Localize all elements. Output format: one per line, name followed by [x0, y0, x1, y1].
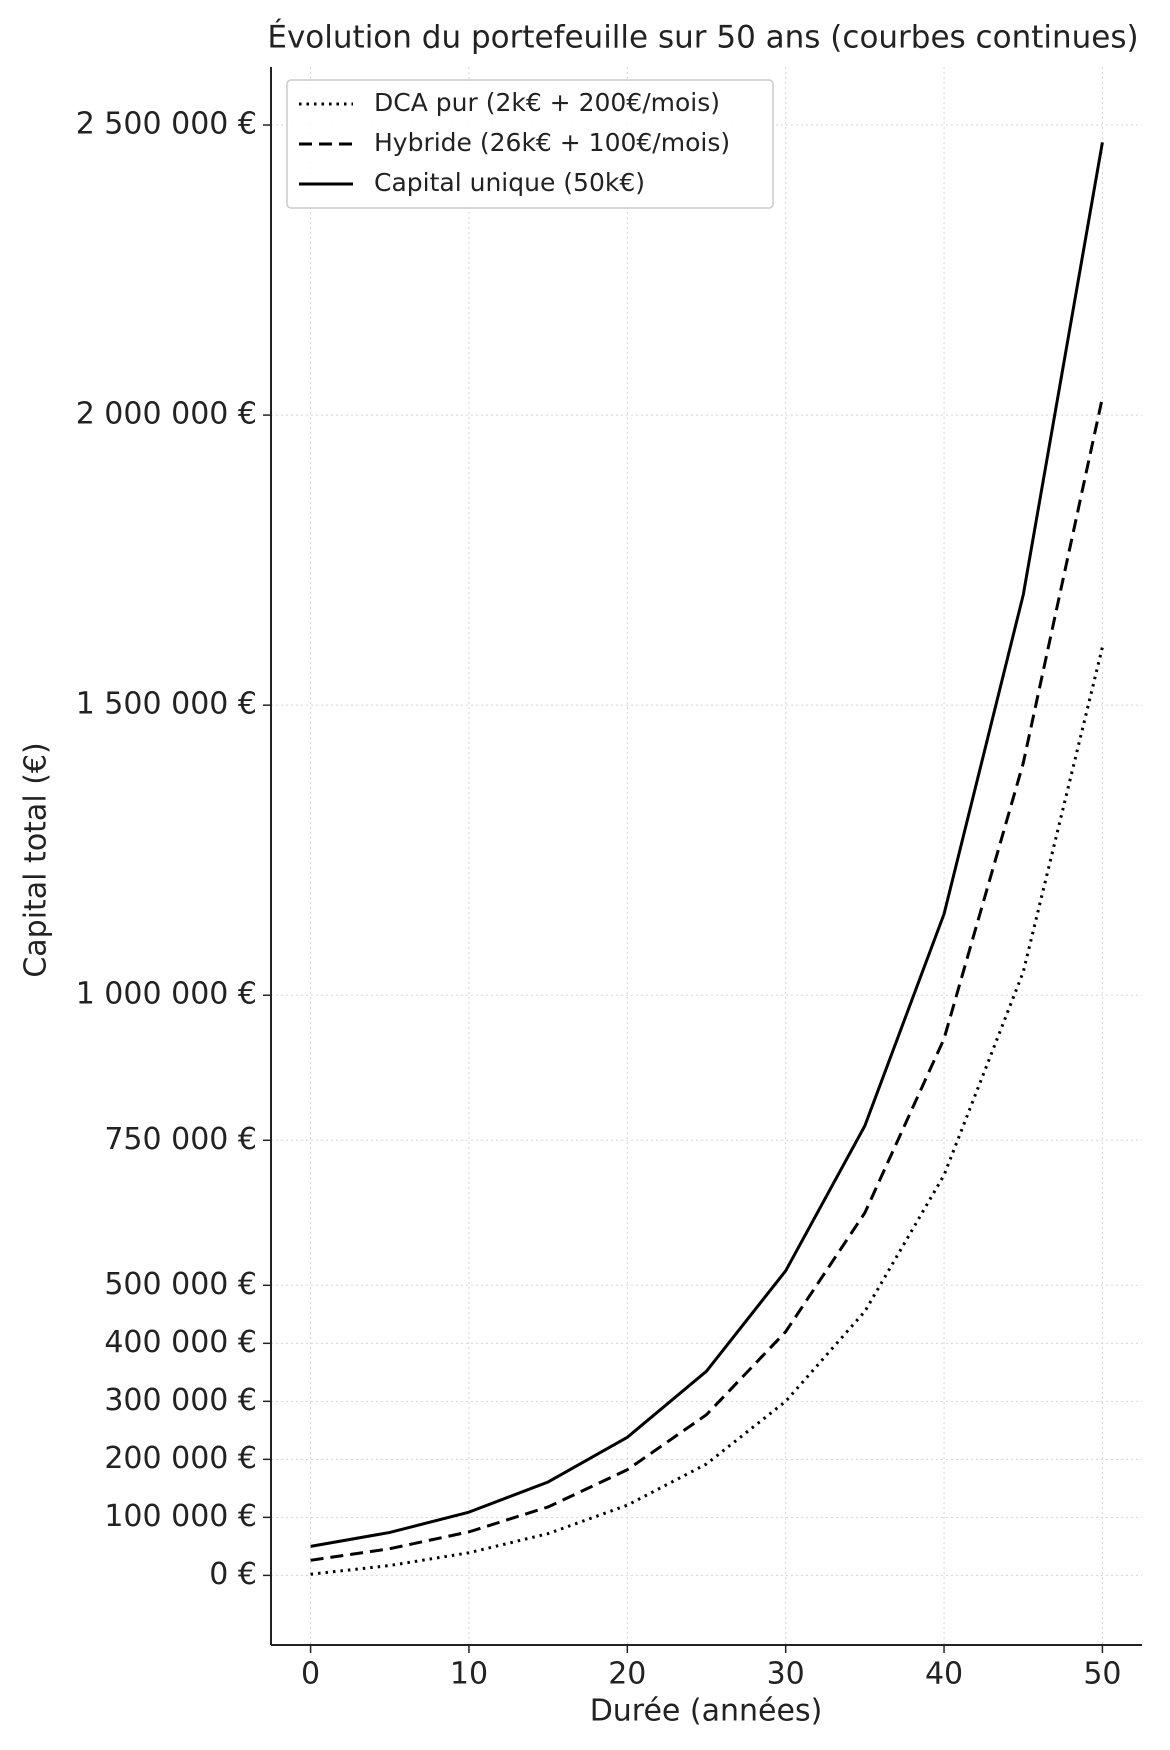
- x-tick-label: 40: [925, 1657, 963, 1692]
- x-tick-label: 30: [767, 1657, 805, 1692]
- y-tick-label: 1 500 000 €: [76, 687, 257, 722]
- y-tick-label: 0 €: [209, 1557, 257, 1592]
- y-tick-label: 500 000 €: [104, 1267, 257, 1302]
- x-tick-label: 50: [1083, 1657, 1121, 1692]
- y-tick-label: 2 500 000 €: [76, 107, 257, 142]
- legend-label: DCA pur (2k€ + 200€/mois): [374, 88, 720, 117]
- x-tick-label: 20: [608, 1657, 646, 1692]
- x-tick-label: 0: [301, 1657, 320, 1692]
- y-tick-label: 1 000 000 €: [76, 977, 257, 1012]
- legend-box: [286, 79, 774, 209]
- series-line: [310, 397, 1104, 1562]
- x-axis-label: Durée (années): [590, 1694, 823, 1729]
- legend-label: Hybride (26k€ + 100€/mois): [374, 128, 730, 157]
- y-tick-label: 2 000 000 €: [76, 397, 257, 432]
- y-tick-label: 750 000 €: [104, 1122, 257, 1157]
- chart-title: Évolution du portefeuille sur 50 ans (co…: [267, 20, 1138, 56]
- y-tick-label: 400 000 €: [104, 1325, 257, 1360]
- y-tick-label: 100 000 €: [104, 1499, 257, 1534]
- legend-label: Capital unique (50k€): [374, 168, 645, 197]
- series-line: [310, 646, 1104, 1576]
- y-tick-label: 200 000 €: [104, 1441, 257, 1476]
- series-line: [310, 142, 1104, 1548]
- y-tick-label: 300 000 €: [104, 1383, 257, 1418]
- y-axis-label: Capital total (€): [19, 742, 54, 977]
- x-tick-label: 10: [450, 1657, 488, 1692]
